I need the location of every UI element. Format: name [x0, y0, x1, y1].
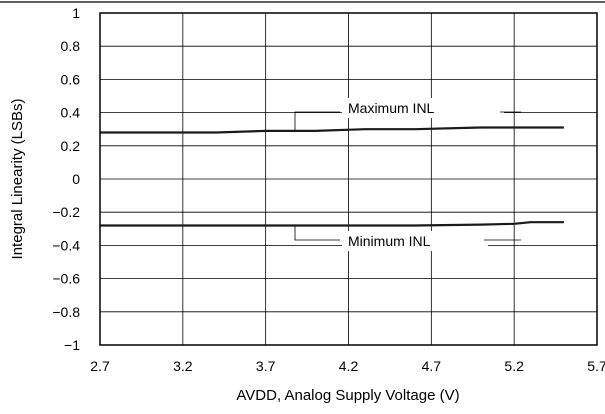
x-tick-labels: 2.7 3.2 3.7 4.2 4.7 5.2 5.7	[90, 358, 605, 374]
y-tick-label: 1	[72, 5, 80, 21]
x-tick-label: 3.7	[256, 358, 276, 374]
x-tick-label: 4.7	[422, 358, 442, 374]
y-tick-label: −0.4	[52, 237, 80, 253]
series-line-maximum-inl	[100, 126, 564, 134]
annotation-leader	[294, 226, 340, 241]
y-tick-label: 0.6	[61, 71, 81, 87]
y-tick-label: −0.6	[52, 271, 80, 287]
x-tick-label: 2.7	[90, 358, 110, 374]
y-tick-label: −0.2	[52, 204, 80, 220]
y-tick-label: −0.8	[52, 304, 80, 320]
plot-area	[99, 12, 598, 346]
x-tick-label: 5.7	[587, 358, 605, 374]
x-axis-label: AVDD, Analog Supply Voltage (V)	[236, 387, 459, 404]
series-line-minimum-inl	[100, 221, 564, 227]
series-lines	[100, 126, 564, 227]
y-tick-labels: 1 0.8 0.6 0.4 0.2 0 −0.2 −0.4 −0.6 −0.8 −1	[52, 5, 80, 353]
x-tick-label: 5.2	[504, 358, 524, 374]
annotation-background	[342, 231, 488, 251]
y-axis-label: Integral Linearity (LSBs)	[9, 99, 26, 260]
grid	[100, 13, 597, 345]
annotation-background	[342, 98, 504, 118]
annotation-leader	[294, 111, 340, 130]
y-tick-label: 0	[72, 171, 80, 187]
annotations: Maximum INL Minimum INL	[294, 98, 521, 251]
x-tick-label: 3.2	[173, 358, 193, 374]
y-tick-label: 0.4	[61, 105, 81, 121]
annotation-label: Maximum INL	[348, 100, 435, 116]
x-tick-label: 4.2	[339, 358, 359, 374]
annotation-label: Minimum INL	[348, 233, 431, 249]
y-tick-label: −1	[64, 337, 80, 353]
y-tick-label: 0.8	[61, 38, 81, 54]
y-tick-label: 0.2	[61, 138, 81, 154]
